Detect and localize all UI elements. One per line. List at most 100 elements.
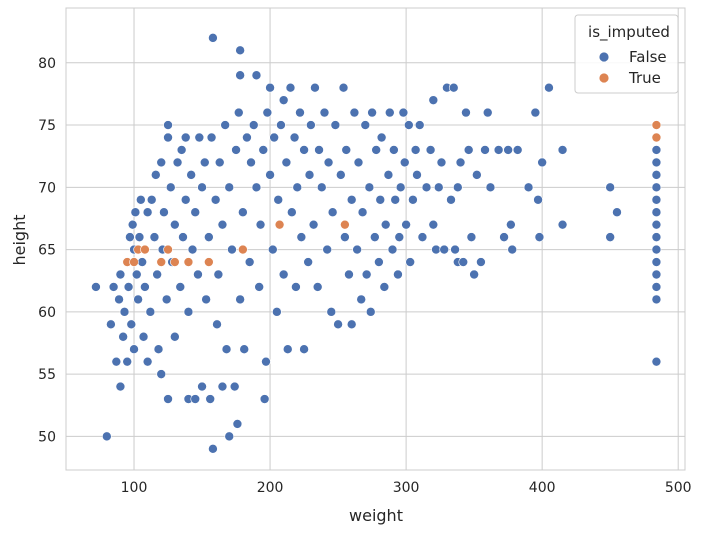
data-point-false [224, 182, 235, 193]
data-point-false [533, 194, 543, 205]
data-point-false [507, 244, 518, 255]
data-point-false [439, 244, 450, 255]
points-layer [91, 33, 662, 454]
data-point-false [414, 120, 425, 130]
data-point-false [111, 356, 122, 367]
data-point-false [379, 282, 390, 292]
data-point-false [387, 244, 398, 255]
data-point-false [267, 244, 278, 255]
data-point-false [523, 182, 534, 193]
data-point-false [131, 269, 142, 280]
data-point-true [163, 244, 173, 255]
data-point-false [425, 145, 436, 155]
data-point-false [323, 157, 334, 168]
data-point-false [356, 294, 367, 305]
data-point-false [287, 207, 297, 218]
x-tick-label: 100 [121, 480, 148, 496]
data-point-false [353, 157, 364, 168]
data-point-false [410, 145, 421, 155]
data-point-false [233, 107, 244, 118]
data-point-false [319, 107, 330, 118]
data-point-false [272, 307, 282, 317]
data-point-false [258, 145, 269, 155]
data-point-false [503, 145, 513, 155]
data-point-false [651, 207, 662, 218]
y-tick-label: 80 [38, 56, 56, 72]
data-point-false [390, 194, 401, 205]
data-point-false [383, 170, 394, 180]
data-point-false [130, 207, 141, 218]
data-point-false [239, 344, 250, 355]
data-point-false [197, 381, 207, 392]
data-point-false [127, 219, 138, 230]
data-point-false [118, 331, 128, 342]
data-point-false [469, 269, 479, 280]
legend-label-true: True [628, 69, 661, 87]
x-tick-label: 500 [665, 480, 692, 496]
data-point-false [142, 356, 153, 367]
data-point-false [251, 70, 262, 81]
data-point-false [289, 132, 300, 143]
data-point-false [398, 107, 409, 118]
data-point-false [408, 194, 418, 205]
data-point-false [204, 232, 214, 242]
data-point-false [370, 232, 380, 242]
data-point-false [231, 145, 241, 155]
data-point-false [137, 257, 147, 267]
legend-title: is_imputed [588, 23, 670, 42]
data-point-false [156, 157, 167, 168]
data-point-false [122, 356, 133, 367]
data-point-true [238, 244, 248, 255]
data-point-false [299, 344, 309, 355]
data-point-false [428, 219, 439, 230]
data-point-false [394, 232, 405, 242]
data-point-false [156, 369, 167, 379]
data-point-false [180, 194, 191, 205]
data-point-false [499, 232, 509, 242]
y-tick-label: 50 [38, 429, 56, 445]
data-point-false [251, 182, 262, 193]
data-point-false [235, 45, 245, 56]
data-point-false [312, 282, 323, 292]
data-point-false [133, 294, 143, 305]
data-point-false [213, 269, 224, 280]
data-point-false [534, 232, 545, 242]
data-point-false [336, 170, 346, 180]
data-point-false [308, 219, 319, 230]
data-point-false [126, 319, 137, 330]
data-point-false [134, 232, 145, 242]
data-point-false [114, 294, 124, 305]
data-point-false [380, 219, 391, 230]
data-point-false [399, 157, 410, 168]
data-point-false [450, 244, 460, 255]
data-point-false [269, 132, 279, 143]
data-point-false [333, 319, 343, 330]
data-point-false [176, 145, 187, 155]
data-point-false [161, 294, 172, 305]
data-point-false [197, 182, 207, 193]
data-point-false [316, 182, 327, 193]
data-point-false [330, 120, 341, 130]
data-point-false [557, 145, 568, 155]
data-point-false [367, 107, 377, 118]
data-point-false [360, 120, 371, 130]
data-point-false [461, 107, 471, 118]
data-point-true [204, 257, 214, 267]
data-point-false [651, 219, 662, 230]
data-point-false [273, 194, 284, 205]
data-point-false [165, 182, 176, 193]
data-point-false [364, 182, 375, 193]
data-point-false [170, 219, 180, 230]
data-point-false [108, 282, 119, 292]
data-point-false [395, 182, 406, 193]
data-point-false [244, 257, 255, 267]
data-point-false [115, 269, 126, 280]
data-point-false [405, 257, 415, 267]
data-point-false [651, 157, 662, 168]
data-point-false [322, 244, 333, 255]
data-point-false [150, 170, 161, 180]
data-point-false [303, 257, 313, 267]
data-point-false [214, 157, 225, 168]
data-point-false [327, 207, 338, 218]
